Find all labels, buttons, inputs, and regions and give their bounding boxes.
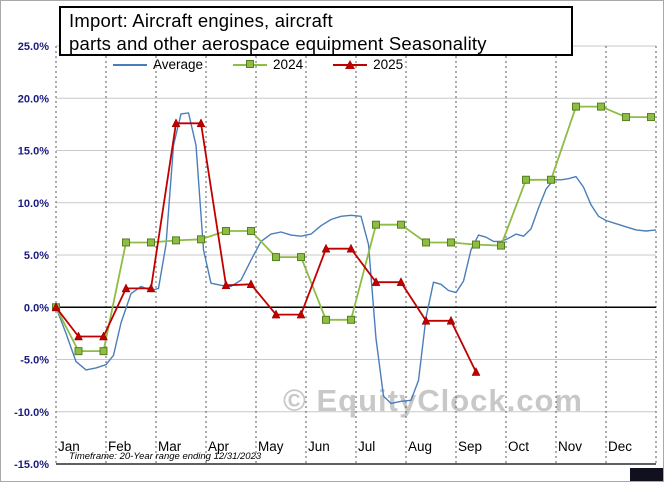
y-tick-label: -15.0% [14,459,49,471]
square-marker [622,113,630,122]
square-marker [197,235,205,244]
square-marker [122,238,130,247]
square-marker [572,102,580,111]
triangle-marker [396,277,406,286]
legend-label-average: Average [153,57,204,72]
square-marker [74,347,83,356]
series-line-2024 [55,105,651,353]
triangle-marker [296,309,306,319]
square-marker [597,102,605,111]
chart-legend: Average 2024 2025 [113,57,403,72]
triangle-marker [271,309,281,319]
square-marker [172,236,180,245]
x-tick-label: Jul [358,439,375,454]
x-tick-label: Jan [58,439,80,454]
square-marker [447,238,455,247]
triangle-marker [346,243,356,253]
square-marker [247,226,255,235]
x-tick-label: Sep [458,439,482,454]
red-triangle-marker [345,60,356,69]
triangle-marker [471,366,481,376]
triangle-marker [146,283,156,293]
x-tick-label: Nov [558,439,582,454]
square-marker [222,226,230,235]
square-marker [647,113,655,122]
x-tick-label: Jun [308,439,330,454]
square-marker [397,220,405,229]
series-line-2025 [55,122,477,373]
triangle-marker [171,118,181,128]
green-square-marker [246,60,255,68]
legend-label-2024: 2024 [273,57,304,72]
y-tick-label: 5.0% [24,250,49,262]
square-marker-icon [233,58,268,71]
chart-title-line2: parts and other aerospace equipment Seas… [69,33,487,54]
triangle-marker [221,280,231,290]
average-line-icon [113,58,147,71]
y-tick-label: 15.0% [18,146,49,158]
square-marker [347,315,355,324]
y-tick-label: 10.0% [18,198,49,210]
timeframe-footnote: Timeframe: 20-Year range ending 12/31/20… [69,451,262,462]
x-tick-label: Feb [108,439,131,454]
triangle-marker [421,315,431,325]
y-tick-label: -10.0% [14,407,49,419]
x-tick-label: May [258,439,284,454]
y-tick-label: 20.0% [18,93,49,105]
triangle-marker [196,118,206,128]
square-marker [322,315,330,324]
square-marker [472,240,480,249]
x-tick-label: Dec [608,439,632,454]
triangle-marker [321,243,331,253]
triangle-marker [51,302,61,311]
legend-item-2025: 2025 [333,57,403,72]
chart-title-line1: Import: Aircraft engines, aircraft [69,10,333,31]
legend-label-2025: 2025 [373,57,404,72]
square-marker [547,175,555,184]
corner-box [630,468,663,481]
blue-line-swatch [113,63,147,66]
legend-item-average: Average [113,57,203,72]
y-tick-label: 0.0% [24,302,49,314]
square-marker [99,347,108,356]
triangle-marker [246,279,256,289]
triangle-marker [74,331,83,341]
square-marker [147,238,155,247]
legend-item-2024: 2024 [233,57,303,72]
triangle-marker [121,283,131,293]
x-tick-label: Oct [508,439,529,454]
triangle-marker [446,315,456,325]
y-tick-label: 25.0% [18,41,49,53]
square-marker [422,238,430,247]
triangle-marker [99,331,108,341]
square-marker [372,220,380,229]
square-marker [522,175,530,184]
x-tick-label: Mar [158,439,182,454]
x-tick-label: Apr [208,439,230,454]
square-marker [297,253,305,262]
triangle-marker [371,277,381,286]
triangle-marker-icon [333,58,368,71]
chart-title-box: Import: Aircraft engines, aircraft parts… [59,6,573,56]
series-line-average [55,112,657,405]
square-marker [272,253,280,262]
y-tick-label: -5.0% [20,355,49,367]
x-tick-label: Aug [408,439,432,454]
square-marker [497,241,505,250]
